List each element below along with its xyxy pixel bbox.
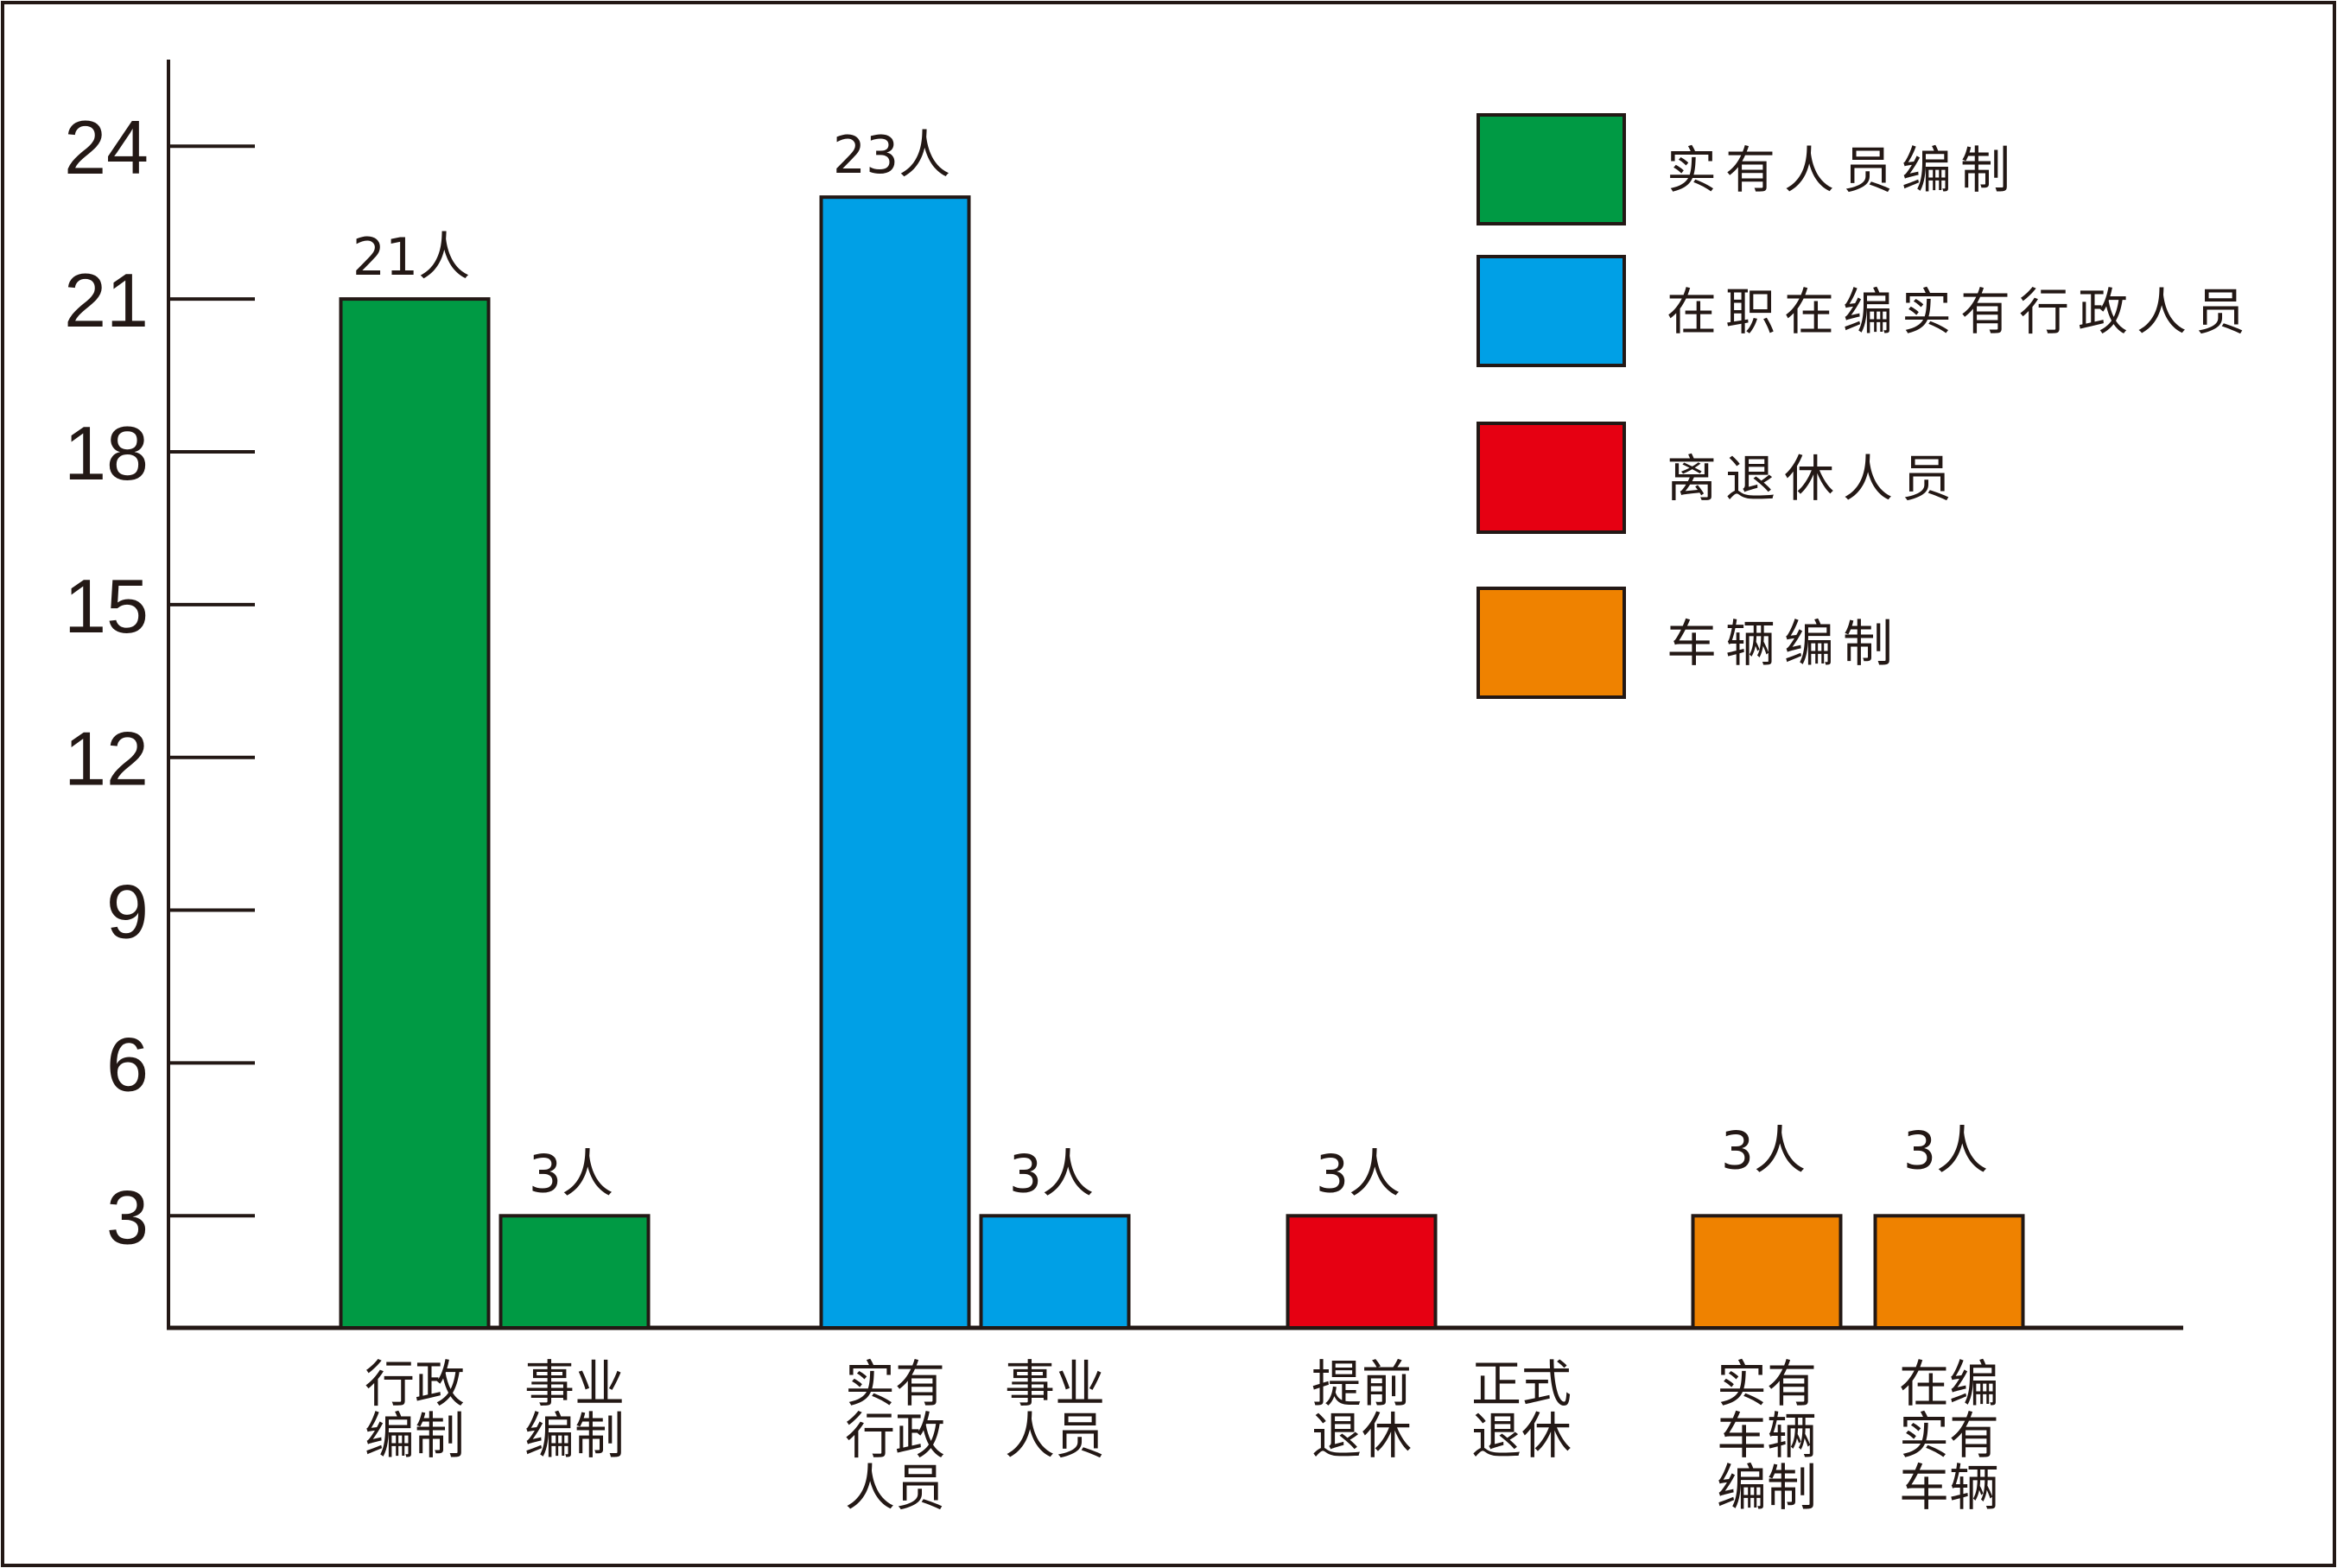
bar	[819, 195, 971, 1330]
category-label-line: 提前	[1311, 1355, 1412, 1413]
y-tick-label: 18	[64, 410, 149, 496]
legend-label: 实有人员编制	[1667, 141, 2019, 200]
category-label-line: 人员	[1005, 1406, 1105, 1465]
bar	[499, 1214, 651, 1330]
data-label: 3人	[1009, 1144, 1094, 1204]
category-label-line: 车辆	[1899, 1458, 1999, 1517]
bar	[339, 297, 491, 1330]
data-label: 3人	[529, 1144, 613, 1204]
data-label: 23人	[833, 125, 950, 186]
legend-swatch	[1477, 113, 1626, 225]
data-label: 3人	[1316, 1144, 1400, 1204]
x-category-label: 实有行政人员	[845, 1355, 945, 1517]
category-label-line: 编制	[1717, 1458, 1817, 1517]
y-tick-label: 12	[64, 716, 149, 802]
category-label-line: 行政	[365, 1355, 465, 1413]
x-category-label: 事业人员	[1005, 1355, 1105, 1465]
category-label-line: 退休	[1471, 1406, 1572, 1465]
y-tick-label: 6	[106, 1021, 149, 1107]
category-label-line: 编制	[524, 1406, 625, 1465]
x-category-label: 提前退休	[1311, 1355, 1412, 1465]
labels: 21人行政编制3人事业编制23人实有行政人员3人事业人员3人提前退休正式退休3人…	[352, 125, 1999, 1517]
bar	[979, 1214, 1131, 1330]
x-category-label: 实有车辆编制	[1717, 1355, 1817, 1517]
legend-swatch	[1477, 587, 1626, 699]
y-tick-label: 24	[64, 105, 149, 190]
legend-label: 在职在编实有行政人员	[1667, 282, 2254, 341]
y-tick-label: 15	[64, 563, 149, 649]
data-label: 3人	[1721, 1120, 1806, 1181]
category-label-line: 事业	[524, 1355, 625, 1413]
y-tick-label: 3	[106, 1174, 149, 1260]
x-category-label: 在编实有车辆	[1899, 1355, 1999, 1517]
data-label: 21人	[352, 227, 470, 288]
x-category-label: 正式退休	[1471, 1355, 1572, 1465]
legend-item: 实有人员编制	[1477, 113, 2019, 225]
legend-swatch	[1477, 422, 1626, 534]
legend-label: 车辆编制	[1667, 614, 1902, 673]
category-label-line: 事业	[1005, 1355, 1105, 1413]
x-category-label: 行政编制	[365, 1355, 465, 1465]
legend-label: 离退休人员	[1667, 449, 1960, 508]
category-label-line: 车辆	[1717, 1406, 1817, 1465]
bar	[1286, 1214, 1438, 1330]
category-label-line: 编制	[365, 1406, 465, 1465]
legend-item: 车辆编制	[1477, 587, 1902, 699]
category-label-line: 人员	[845, 1458, 945, 1517]
legend-item: 离退休人员	[1477, 422, 1960, 534]
category-label-line: 实有	[845, 1355, 945, 1413]
bars	[339, 195, 2025, 1330]
legend-item: 在职在编实有行政人员	[1477, 255, 2254, 367]
category-label-line: 实有	[1899, 1406, 1999, 1465]
bar	[1691, 1214, 1843, 1330]
category-label-line: 退休	[1311, 1406, 1412, 1465]
y-tick-label: 9	[106, 869, 149, 955]
category-label-line: 实有	[1717, 1355, 1817, 1413]
y-tick-label: 21	[64, 257, 149, 343]
x-category-label: 事业编制	[524, 1355, 625, 1465]
category-label-line: 在编	[1899, 1355, 1999, 1413]
data-label: 3人	[1903, 1120, 1988, 1181]
bar	[1873, 1214, 2025, 1330]
category-label-line: 正式	[1471, 1355, 1572, 1413]
category-label-line: 行政	[845, 1406, 945, 1465]
legend-swatch	[1477, 255, 1626, 367]
